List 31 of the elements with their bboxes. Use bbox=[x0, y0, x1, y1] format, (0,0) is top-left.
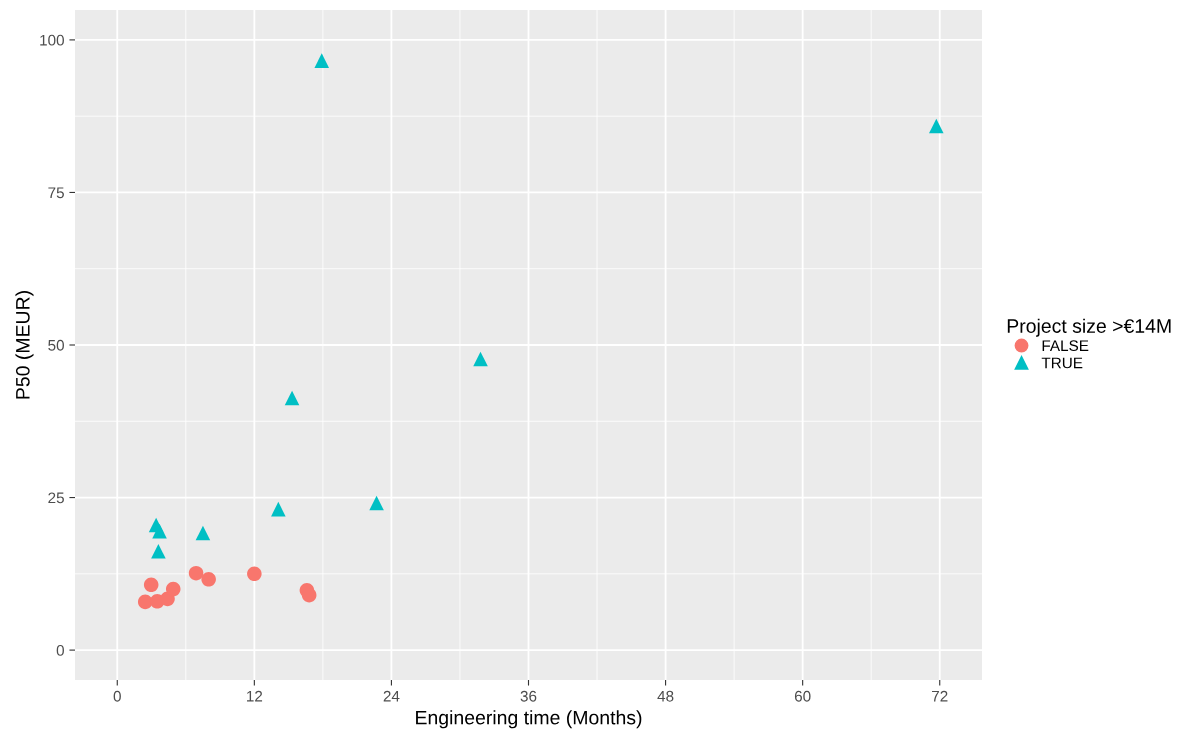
x-tick-label: 0 bbox=[113, 690, 121, 702]
point bbox=[165, 581, 181, 597]
legend-title: Project size >€14M bbox=[1007, 318, 1171, 337]
point bbox=[143, 577, 159, 593]
point bbox=[929, 118, 944, 134]
point bbox=[314, 53, 330, 68]
point bbox=[195, 525, 211, 541]
x-tick-label: 24 bbox=[383, 690, 400, 702]
point bbox=[369, 495, 384, 511]
point bbox=[152, 523, 167, 539]
legend-label: TRUE bbox=[1041, 357, 1083, 369]
point bbox=[284, 390, 300, 406]
point bbox=[201, 572, 216, 587]
y-tick-label: 50 bbox=[48, 339, 64, 351]
y-axis-title: P50 (MEUR) bbox=[15, 291, 34, 399]
x-tick-label: 48 bbox=[657, 690, 674, 702]
point bbox=[473, 351, 488, 367]
y-tick-label: 0 bbox=[56, 644, 64, 656]
x-tick-label: 12 bbox=[247, 690, 263, 702]
x-tick-label: 60 bbox=[794, 690, 811, 702]
x-axis-title: Engineering time (Months) bbox=[416, 710, 642, 729]
point bbox=[247, 566, 262, 582]
x-tick-label: 36 bbox=[520, 690, 537, 702]
y-tick-label: 75 bbox=[48, 187, 64, 199]
y-tick-label: 100 bbox=[40, 34, 64, 46]
point bbox=[271, 501, 286, 517]
legend-label: FALSE bbox=[1042, 340, 1089, 352]
point bbox=[151, 543, 166, 559]
x-tick-label: 72 bbox=[932, 690, 948, 702]
point bbox=[188, 565, 204, 581]
y-tick-label: 25 bbox=[48, 492, 64, 504]
